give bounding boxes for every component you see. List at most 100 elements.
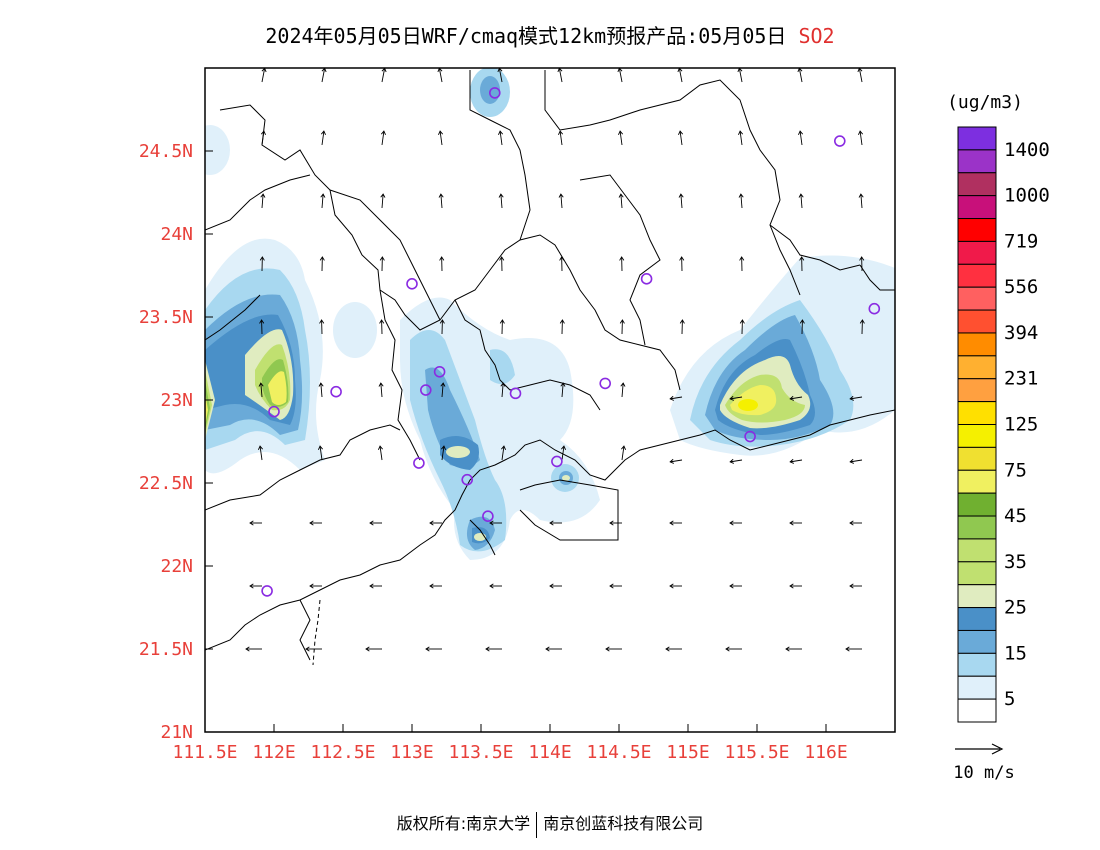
wind-arrow <box>321 131 325 146</box>
wind-scale-reference: 10 m/s <box>953 743 1015 783</box>
station-marker <box>413 457 425 469</box>
legend-swatch <box>957 263 997 288</box>
lat-tick-label: 23.5N <box>139 307 193 328</box>
wind-scale-label: 10 m/s <box>953 763 1014 783</box>
wind-arrow <box>260 383 263 398</box>
wind-arrow <box>320 383 323 398</box>
legend-label: 35 <box>1004 551 1027 573</box>
legend-label: 719 <box>1004 230 1038 252</box>
legend-swatch <box>957 424 997 448</box>
lat-tick-label: 23N <box>160 390 193 411</box>
legend-label: 5 <box>1004 688 1015 710</box>
lon-tick-label: 114E <box>528 742 571 763</box>
legend-label: 75 <box>1004 459 1027 481</box>
wind-arrow <box>670 396 683 400</box>
footer-divider <box>536 811 538 838</box>
legend-swatch <box>957 629 997 654</box>
legend-label: 25 <box>1004 597 1027 619</box>
wind-arrow <box>679 131 683 146</box>
monitoring-stations <box>261 87 881 597</box>
wind-arrow <box>498 68 503 83</box>
legend-swatch <box>957 286 997 311</box>
longitude-axis: 111.5E 112E 112.5E 113E 113.5E 114E 114.5E 115E… <box>172 724 848 763</box>
wind-arrow <box>381 68 386 83</box>
wind-arrow <box>680 194 683 209</box>
lon-tick-label: 113E <box>390 742 433 763</box>
legend-swatch <box>957 149 997 174</box>
wind-arrow <box>800 194 803 209</box>
lon-tick-label: 113.5E <box>448 742 513 763</box>
legend-swatch <box>957 218 997 242</box>
wind-arrow <box>740 194 743 209</box>
wind-arrow <box>738 68 743 83</box>
wind-arrow <box>858 68 863 83</box>
page-title: 2024年05月05日WRF/cmaq模式12km预报产品:05月05日 SO2 <box>0 20 1100 49</box>
lat-tick-label: 22N <box>160 556 193 577</box>
station-marker <box>433 365 446 378</box>
legend-swatch <box>957 652 997 677</box>
lon-tick-label: 116E <box>804 742 847 763</box>
wind-arrow <box>799 131 803 146</box>
station-marker <box>261 585 273 597</box>
wind-arrow <box>438 68 443 83</box>
wind-arrow <box>440 194 443 209</box>
lon-tick-label: 114.5E <box>586 742 651 763</box>
legend-label: 1000 <box>1004 185 1050 207</box>
legend-swatch <box>957 240 997 265</box>
lon-tick-label: 115.5E <box>724 742 789 763</box>
station-marker <box>744 430 756 443</box>
station-marker <box>599 377 612 390</box>
legend-swatch <box>957 607 997 631</box>
lat-tick-label: 24.5N <box>139 141 193 162</box>
lon-tick-label: 111.5E <box>172 742 237 763</box>
station-marker <box>482 510 494 523</box>
wind-arrow <box>798 68 803 83</box>
wind-arrow <box>620 194 623 209</box>
color-legend: (ug/m3) 1400 1000 719 556 394 231 125 75 45 35 25 1… <box>947 92 1050 723</box>
footer-left: 版权所有:南京大学 <box>396 814 531 833</box>
plume-west-35 <box>205 344 291 435</box>
station-marker <box>406 277 418 290</box>
lon-tick-label: 115E <box>666 742 709 763</box>
wind-arrow <box>261 68 266 83</box>
wind-arrow <box>321 68 326 83</box>
legend-label: 15 <box>1004 642 1027 664</box>
copyright-footer: 版权所有:南京大学 南京创蓝科技有限公司 <box>0 810 1100 838</box>
legend-swatch <box>957 309 997 334</box>
legend-swatch <box>957 515 997 540</box>
lon-tick-label: 112E <box>252 742 295 763</box>
wind-arrow <box>501 446 505 461</box>
latitude-axis: 21N 21.5N 22N 22.5N 23N 23.5N 24N 24.5N <box>139 141 213 743</box>
station-marker <box>488 87 501 99</box>
title-main: 2024年05月05日WRF/cmaq模式12km预报产品:05月05日 <box>265 24 787 48</box>
station-marker <box>640 273 653 285</box>
wind-arrow <box>381 194 384 209</box>
lat-tick-label: 24N <box>160 224 193 245</box>
wind-arrow <box>850 459 863 463</box>
wind-arrow <box>730 396 743 400</box>
legend-swatch <box>957 492 997 517</box>
wind-arrow <box>850 396 863 400</box>
legend-swatch <box>957 675 997 700</box>
legend-label: 1400 <box>1004 139 1050 161</box>
wind-arrow <box>670 459 683 463</box>
legend-swatch <box>957 332 997 357</box>
lat-tick-label: 21N <box>160 722 193 743</box>
legend-label: 556 <box>1004 276 1038 298</box>
legend-swatch <box>957 698 997 723</box>
wind-arrow <box>859 131 863 146</box>
station-marker <box>330 385 342 398</box>
legend-swatch <box>957 401 997 426</box>
station-marker <box>419 384 432 396</box>
wind-arrow <box>261 131 265 146</box>
station-marker <box>268 405 280 418</box>
legend-swatch <box>957 584 997 609</box>
wind-arrow <box>739 131 743 146</box>
legend-swatch <box>957 172 997 197</box>
plume-west-75 <box>205 371 287 426</box>
wind-arrow <box>259 446 263 461</box>
legend-swatch <box>957 446 997 471</box>
legend-swatch <box>957 126 997 151</box>
wind-arrow <box>860 194 863 209</box>
lat-tick-label: 21.5N <box>139 639 193 660</box>
